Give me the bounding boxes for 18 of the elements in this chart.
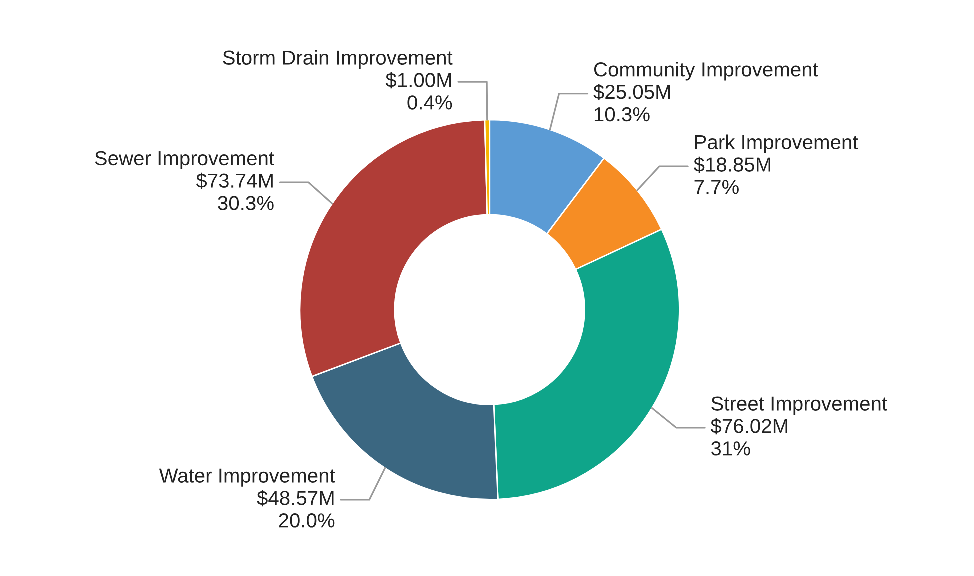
text: 20.0% <box>279 514 335 528</box>
data-label: $48.57M <box>257 490 334 507</box>
slice-label: Water Improvement <box>159 468 336 487</box>
slice-label: Sewer Improvement <box>95 151 274 170</box>
text: 0.4% <box>408 96 452 110</box>
text: 30.3% <box>218 196 274 210</box>
slice-label: Community Improvement <box>594 62 818 81</box>
text: 31% <box>711 442 750 456</box>
data-label: $18.85M <box>694 156 770 174</box>
data-label: $1.00M <box>386 72 452 89</box>
slice-label: Storm Drain Improvement <box>223 50 453 69</box>
data-label: $73.74M <box>196 172 273 190</box>
text: 7.7% <box>694 180 739 194</box>
slice-label: Park Improvement <box>695 134 858 154</box>
data-label: $25.05M <box>594 84 670 100</box>
data-label: $76.02M <box>710 418 788 435</box>
text: 10.3% <box>594 107 650 122</box>
slice-label: Street Improvement <box>712 396 888 415</box>
